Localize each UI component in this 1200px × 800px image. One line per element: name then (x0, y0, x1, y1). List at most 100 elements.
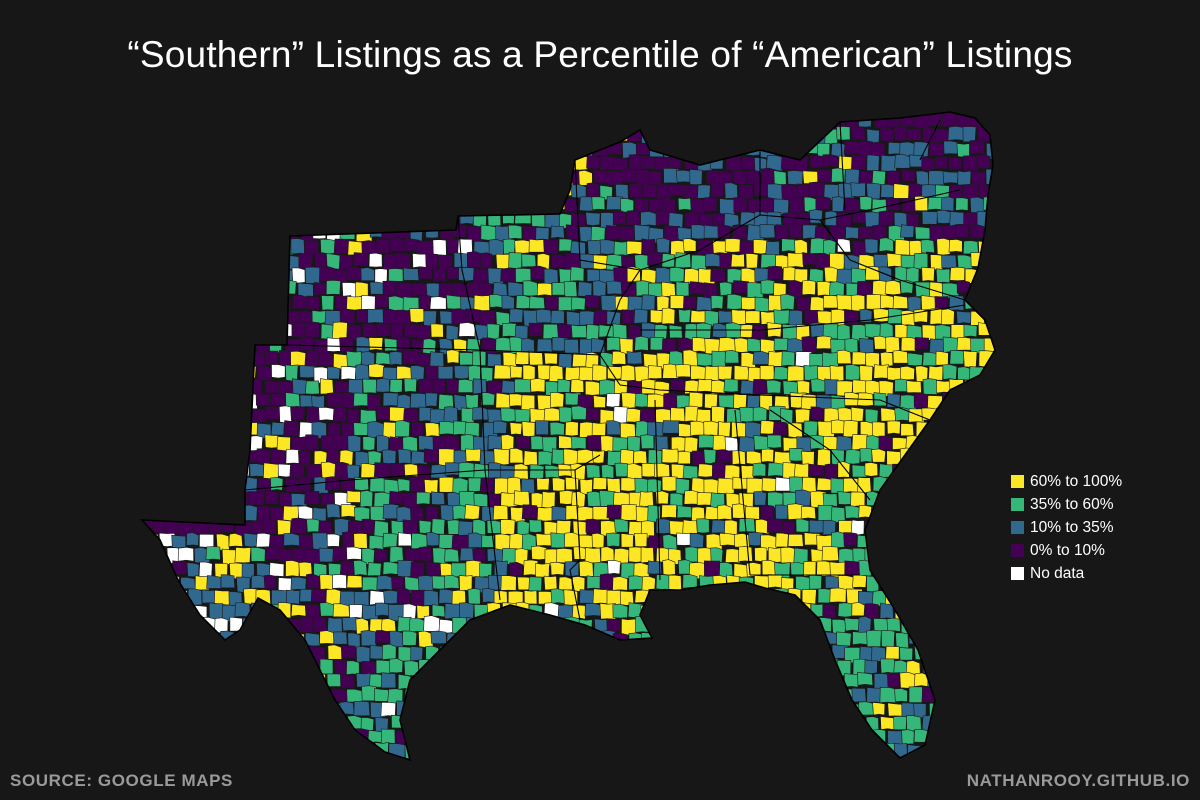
county-cell (999, 311, 1014, 324)
county-cell (599, 239, 615, 255)
county-cell (985, 476, 995, 493)
county-cell (529, 156, 547, 172)
county-cell (479, 756, 495, 760)
county-cell (894, 239, 911, 256)
county-cell (578, 701, 595, 717)
county-cell (614, 686, 628, 705)
county-cell (430, 630, 447, 645)
county-cell (606, 728, 624, 743)
county-cell (726, 293, 743, 310)
county-cell (389, 630, 404, 648)
county-cell (563, 701, 580, 718)
county-cell (220, 574, 236, 589)
county-cell (213, 645, 228, 661)
county-cell (802, 727, 818, 745)
county-cell (586, 112, 601, 115)
county-cell (403, 267, 420, 281)
county-cell (383, 589, 400, 605)
county-cell (668, 324, 683, 339)
county-cell (257, 700, 274, 717)
county-cell (976, 574, 990, 592)
county-cell (710, 295, 724, 310)
county-cell (942, 363, 958, 380)
county-cell (886, 617, 901, 632)
county-cell (775, 224, 789, 240)
county-cell (201, 645, 217, 659)
county-cell (648, 757, 664, 760)
county-cell (472, 350, 487, 366)
county-cell (459, 632, 475, 646)
county-cell (759, 588, 775, 604)
map-legend: 60% to 100% 35% to 60% 10% to 35% 0% to … (1011, 470, 1122, 585)
county-cell (313, 729, 329, 744)
county-cell (270, 142, 287, 160)
county-cell (667, 715, 682, 733)
county-cell (704, 253, 722, 268)
county-cell (731, 309, 747, 325)
county-cell (171, 703, 187, 717)
county-cell (362, 378, 377, 394)
county-cell (536, 197, 551, 214)
county-cell (347, 435, 362, 453)
county-cell (465, 559, 482, 578)
county-cell (564, 729, 580, 745)
county-cell (822, 657, 839, 674)
county-cell (213, 450, 230, 467)
county-cell (781, 659, 797, 675)
county-cell (256, 168, 271, 186)
county-cell (570, 436, 587, 450)
county-cell (696, 492, 713, 506)
county-cell (158, 644, 175, 659)
county-cell (355, 364, 370, 382)
county-cell (628, 742, 645, 759)
county-cell (256, 365, 273, 381)
county-cell (950, 405, 968, 423)
county-cell (157, 673, 173, 688)
county-cell (262, 632, 277, 647)
county-cell (864, 323, 881, 338)
county-cell (1005, 632, 1020, 648)
county-cell (290, 238, 306, 255)
county-cell (766, 211, 783, 227)
county-cell (1000, 142, 1015, 155)
county-cell (578, 534, 594, 549)
county-cell (761, 448, 775, 463)
county-cell (205, 408, 223, 423)
county-cell (242, 617, 256, 632)
county-cell (990, 659, 995, 676)
county-cell (782, 520, 796, 534)
county-cell (173, 169, 191, 187)
county-cell (661, 338, 677, 352)
county-cell (787, 615, 802, 632)
county-cell (382, 561, 399, 575)
county-cell (535, 141, 549, 159)
county-cell (1006, 407, 1019, 423)
county-cell (418, 378, 433, 394)
county-cell (901, 590, 918, 606)
county-cell (208, 685, 223, 702)
county-cell (375, 378, 390, 393)
county-cell (564, 758, 579, 760)
county-cell (355, 336, 371, 353)
county-cell (634, 393, 650, 408)
county-cell (914, 505, 930, 520)
county-cell (165, 352, 182, 368)
county-cell (439, 114, 457, 130)
county-cell (283, 728, 300, 744)
county-cell (256, 114, 273, 130)
county-cell (332, 127, 348, 142)
county-cell (390, 112, 407, 115)
county-cell (318, 547, 336, 563)
county-cell (920, 239, 935, 254)
county-cell (962, 126, 977, 143)
county-cell (228, 309, 247, 325)
county-cell (142, 548, 152, 563)
county-cell (690, 309, 707, 323)
county-cell (142, 618, 146, 635)
county-cell (656, 127, 671, 144)
county-cell (592, 672, 608, 691)
county-cell (237, 324, 252, 338)
county-cell (425, 253, 439, 270)
county-cell (746, 169, 761, 185)
county-cell (221, 660, 236, 676)
